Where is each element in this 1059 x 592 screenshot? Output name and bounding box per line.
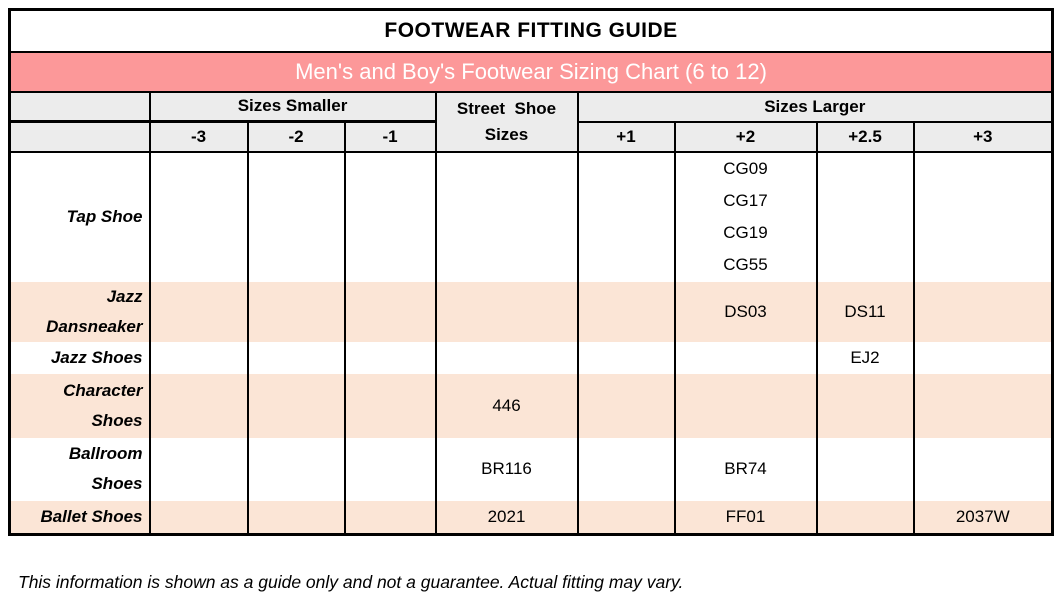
size-cell — [914, 342, 1053, 374]
header-offset-plus3: +3 — [913, 121, 1053, 153]
size-cell — [344, 373, 437, 438]
size-cell: BR116 — [435, 437, 579, 501]
size-cell — [577, 341, 676, 374]
header-street-shoe-sizes: Street Shoe Sizes — [435, 91, 579, 153]
header-blank-cell-2 — [9, 121, 151, 153]
table-row-jazz-shoes: Jazz Shoes EJ2 — [9, 341, 1053, 374]
fitting-guide-table: FOOTWEAR FITTING GUIDE Men's and Boy's F… — [8, 8, 1055, 536]
size-cell — [577, 500, 676, 534]
size-cell: 2037W — [913, 500, 1053, 534]
row-label: Jazz Dansneaker — [9, 281, 151, 342]
size-cell — [577, 281, 676, 342]
table-row-tap-shoe: Tap Shoe CG09 CG17 CG19 CG55 — [9, 151, 1053, 282]
size-cell — [674, 373, 818, 438]
size-cell: 446 — [435, 373, 579, 438]
size-cell: 2021 — [435, 500, 579, 534]
table-row-character-shoes: Character Shoes 446 — [9, 373, 1053, 438]
row-label: Jazz Shoes — [9, 341, 151, 374]
size-cell — [674, 341, 818, 374]
header-blank-cell — [9, 91, 151, 123]
size-cell — [247, 281, 346, 342]
size-cell — [914, 438, 1053, 501]
size-cell — [816, 151, 915, 282]
size-cell — [149, 341, 249, 374]
size-cell — [247, 500, 346, 534]
page-title: FOOTWEAR FITTING GUIDE — [9, 9, 1053, 53]
row-label: Character Shoes — [9, 373, 151, 438]
size-cell — [913, 281, 1053, 342]
header-offset-row: -3 -2 -1 +1 +2 +2.5 +3 — [9, 121, 1053, 153]
header-offset-minus3: -3 — [149, 121, 249, 153]
size-cell — [247, 151, 346, 282]
size-cell — [247, 437, 346, 501]
row-label: Ballet Shoes — [9, 500, 151, 534]
header-offset-plus1: +1 — [577, 121, 676, 153]
size-cell: EJ2 — [816, 341, 915, 374]
size-cell: FF01 — [674, 500, 818, 534]
disclaimer-note: This information is shown as a guide onl… — [18, 571, 684, 592]
table-row-jazz-dansneaker: Jazz Dansneaker DS03 DS11 — [9, 281, 1053, 342]
size-cell: BR74 — [674, 437, 818, 501]
size-cell — [344, 437, 437, 501]
size-cell — [816, 500, 915, 534]
size-cell — [149, 437, 249, 501]
size-cell: DS03 — [674, 281, 818, 342]
header-group-row: Sizes Smaller Street Shoe Sizes Sizes La… — [9, 91, 1053, 153]
header-offset-plus2-5: +2.5 — [816, 121, 915, 153]
size-cell — [344, 341, 437, 374]
size-cell — [816, 373, 915, 438]
header-offset-minus1: -1 — [344, 121, 437, 153]
size-cell — [344, 500, 437, 534]
size-cell — [913, 373, 1053, 438]
size-cell: DS11 — [816, 281, 915, 342]
header-sizes-larger: Sizes Larger — [577, 91, 1053, 123]
size-cell — [435, 151, 579, 282]
size-cell: CG09 CG17 CG19 CG55 — [674, 151, 818, 282]
size-cell — [247, 341, 346, 374]
banner-subtitle: Men's and Boy's Footwear Sizing Chart (6… — [9, 51, 1053, 93]
size-cell — [149, 151, 249, 282]
size-cell — [344, 151, 437, 282]
row-label: Ballroom Shoes — [9, 437, 151, 501]
table-row-ballet-shoes: Ballet Shoes 2021 FF01 2037W — [9, 500, 1053, 534]
size-cell — [577, 373, 676, 438]
row-label: Tap Shoe — [9, 151, 151, 282]
size-cell — [344, 281, 437, 342]
size-cell — [816, 437, 915, 501]
size-cell — [577, 437, 676, 501]
size-cell — [247, 373, 346, 438]
size-cell — [435, 281, 579, 342]
header-offset-plus2: +2 — [674, 121, 818, 153]
size-cell — [435, 341, 579, 374]
title-row: FOOTWEAR FITTING GUIDE — [9, 9, 1053, 53]
header-sizes-smaller: Sizes Smaller — [149, 91, 437, 123]
table-row-ballroom-shoes: Ballroom Shoes BR116 BR74 — [9, 437, 1053, 501]
size-cell — [914, 152, 1053, 282]
banner-row: Men's and Boy's Footwear Sizing Chart (6… — [9, 51, 1053, 93]
size-cell — [149, 500, 249, 534]
size-cell — [149, 373, 249, 438]
size-cell — [149, 281, 249, 342]
header-offset-minus2: -2 — [247, 121, 346, 153]
size-cell — [577, 151, 676, 282]
